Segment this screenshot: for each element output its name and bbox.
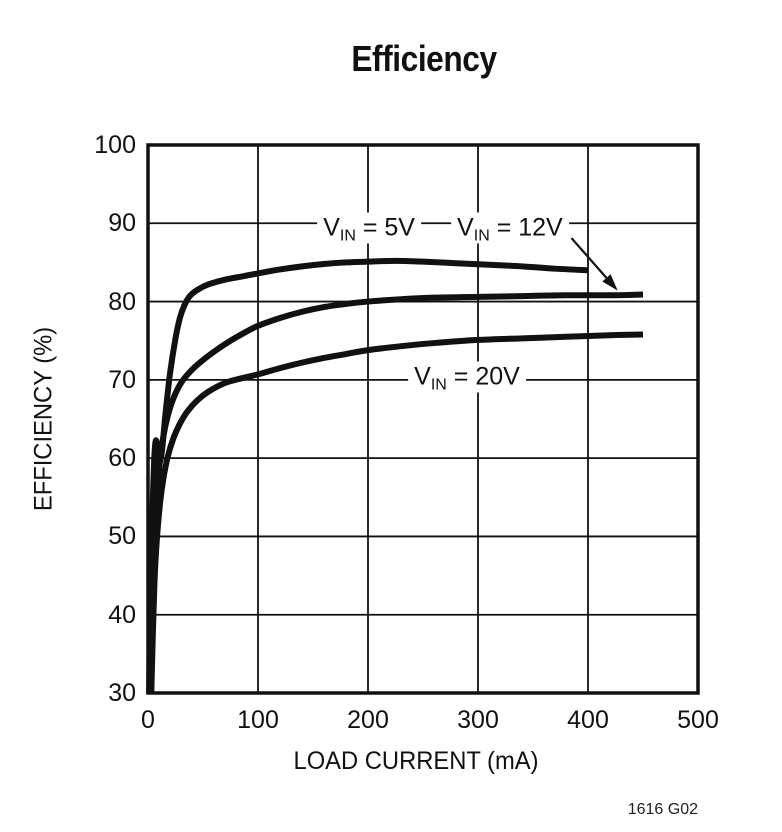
y-tick-label-90: 90 — [108, 209, 136, 238]
vin-5v-symbol: V — [323, 213, 340, 242]
figure-code: 1616 G02 — [627, 801, 698, 818]
annotation-arrow-line — [570, 237, 608, 279]
vin-12v-subscript: IN — [473, 227, 490, 245]
y-tick-label-60: 60 — [108, 444, 136, 473]
curve-label-vin-12v: VIN = 12V — [451, 212, 569, 245]
curve-label-vin-20v: VIN = 20V — [408, 361, 526, 394]
x-tick-label-400: 400 — [567, 706, 609, 734]
annotation-arrowhead — [602, 274, 618, 291]
vin-5v-value: = 5V — [355, 213, 415, 242]
x-tick-label-200: 200 — [347, 706, 389, 734]
efficiency-curve-vin-12v — [147, 291, 644, 694]
vin-20v-subscript: IN — [430, 376, 447, 394]
curve-label-vin-5v: VIN = 5V — [317, 212, 421, 245]
y-tick-label-50: 50 — [108, 522, 136, 551]
efficiency-curve-vin-20v — [148, 331, 644, 694]
y-tick-label-100: 100 — [94, 131, 136, 159]
y-tick-label-80: 80 — [108, 287, 136, 316]
vin-5v-subscript: IN — [339, 227, 356, 245]
x-tick-label-300: 300 — [457, 706, 499, 734]
y-tick-label-40: 40 — [108, 600, 136, 629]
plot-border — [146, 143, 700, 695]
vin-20v-symbol: V — [414, 362, 431, 391]
x-tick-label-0: 0 — [141, 706, 155, 734]
x-axis-title: LOAD CURRENT (mA) — [293, 747, 539, 775]
x-tick-label-500: 500 — [677, 706, 719, 734]
chart-title: Efficiency — [351, 38, 497, 79]
vin-20v-value: = 20V — [446, 362, 520, 391]
y-axis-title: EFFICIENCY (%) — [29, 326, 58, 512]
y-tick-label-70: 70 — [108, 365, 136, 394]
y-tick-label-30: 30 — [108, 679, 136, 707]
vin-12v-symbol: V — [457, 213, 474, 242]
x-tick-label-100: 100 — [237, 706, 279, 734]
efficiency-curve-vin-5v — [146, 257, 589, 694]
vin-12v-value: = 12V — [489, 213, 563, 242]
